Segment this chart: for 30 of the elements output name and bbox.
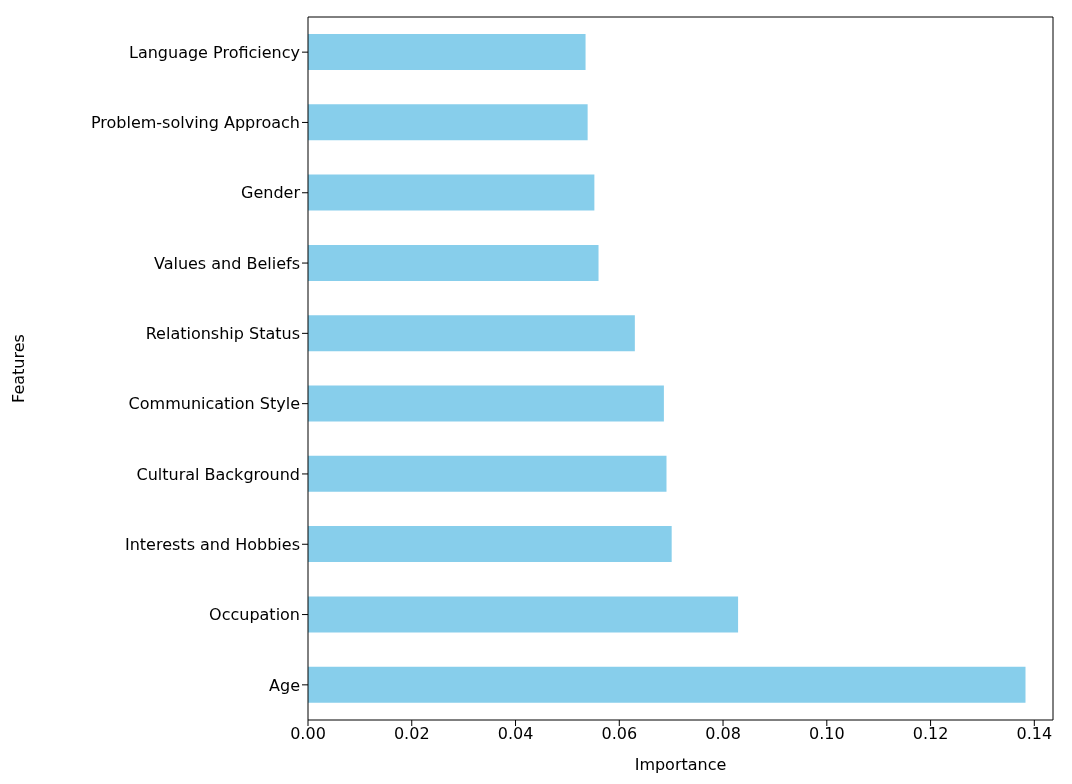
- y-tick-label: Cultural Background: [136, 464, 300, 484]
- bar: [308, 174, 595, 211]
- y-tick-label: Age: [269, 675, 300, 695]
- x-axis-title: Importance: [634, 755, 727, 774]
- bar: [308, 104, 588, 141]
- bar: [308, 315, 635, 352]
- bar: [308, 526, 672, 563]
- bar: [308, 385, 664, 422]
- y-tick-label: Interests and Hobbies: [124, 534, 300, 554]
- y-tick-label: Occupation: [209, 605, 300, 625]
- bar: [308, 244, 599, 281]
- bar: [308, 596, 739, 633]
- x-tick-label: 0.10: [808, 724, 845, 744]
- y-tick-label: Gender: [241, 183, 301, 203]
- y-tick-label: Communication Style: [128, 394, 300, 414]
- x-tick-label: 0.04: [497, 724, 534, 744]
- x-tick-label: 0.12: [912, 724, 949, 744]
- x-tick-label: 0.06: [601, 724, 638, 744]
- x-tick-label: 0.08: [705, 724, 741, 744]
- y-axis-title: Features: [8, 334, 28, 403]
- bar: [308, 666, 1026, 703]
- x-tick-label: 0.00: [290, 724, 326, 744]
- y-tick-label: Values and Beliefs: [153, 253, 300, 273]
- x-tick-label: 0.14: [1016, 724, 1053, 744]
- bar: [308, 34, 586, 70]
- y-tick-label: Problem-solving Approach: [90, 113, 300, 133]
- y-tick-label: Language Proficiency: [129, 42, 300, 62]
- y-tick-label: Relationship Status: [145, 324, 300, 344]
- bar: [308, 455, 667, 492]
- x-tick-label: 0.02: [393, 724, 430, 744]
